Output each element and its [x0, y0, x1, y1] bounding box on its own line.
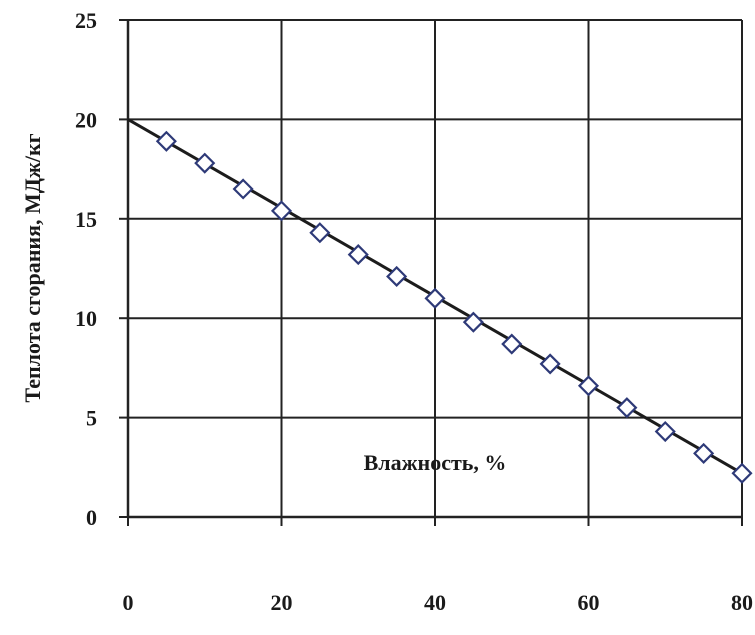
x-tick-label-0: 0 — [123, 590, 134, 615]
data-point-11 — [577, 375, 600, 397]
data-point-3 — [270, 200, 293, 222]
data-point-14 — [693, 442, 715, 464]
data-point-6 — [386, 265, 408, 288]
data-points — [155, 130, 753, 484]
x-tick-labels: 0 20 40 60 80 — [123, 590, 754, 615]
data-point-10 — [539, 353, 561, 375]
x-axis-title: Влажность, % — [364, 450, 507, 475]
y-tick-label-5: 25 — [75, 8, 97, 33]
y-tick-label-4: 20 — [75, 107, 97, 132]
ticks — [119, 19, 743, 526]
data-point-2 — [232, 178, 254, 200]
y-tick-label-3: 15 — [75, 207, 97, 232]
x-tick-label-1: 20 — [271, 590, 293, 615]
y-tick-labels: 0 5 10 15 20 25 — [75, 8, 97, 530]
grid — [128, 19, 743, 517]
data-point-9 — [501, 333, 523, 355]
data-point-5 — [347, 244, 369, 266]
data-point-7 — [424, 287, 446, 309]
y-axis-title: Теплота сгорания, МДж/кг — [20, 133, 45, 402]
y-tick-label-0: 0 — [86, 505, 97, 530]
data-point-13 — [654, 420, 676, 443]
y-tick-label-1: 5 — [86, 406, 97, 431]
y-tick-label-2: 10 — [75, 306, 97, 331]
data-point-12 — [616, 397, 638, 419]
data-point-15 — [731, 462, 753, 484]
data-point-8 — [462, 311, 484, 333]
x-tick-label-4: 80 — [731, 590, 753, 615]
x-tick-label-2: 40 — [424, 590, 446, 615]
data-point-0 — [155, 130, 177, 152]
data-point-4 — [309, 222, 331, 244]
data-point-1 — [194, 152, 216, 174]
x-tick-label-3: 60 — [578, 590, 600, 615]
